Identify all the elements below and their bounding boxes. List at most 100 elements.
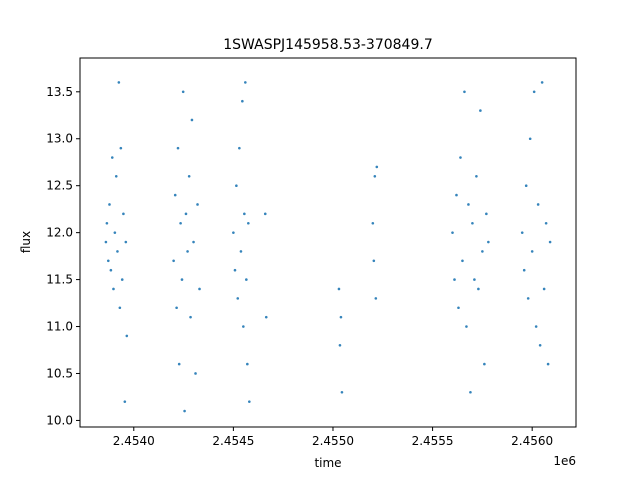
data-point bbox=[173, 193, 177, 197]
data-point bbox=[247, 221, 250, 225]
data-point bbox=[524, 184, 528, 187]
data-point bbox=[104, 240, 108, 244]
data-point bbox=[123, 400, 127, 403]
data-point bbox=[242, 325, 245, 328]
y-tick-label: 10.5 bbox=[46, 366, 73, 380]
data-point bbox=[109, 268, 113, 272]
data-point bbox=[177, 362, 181, 366]
data-point bbox=[235, 184, 238, 187]
data-point bbox=[522, 268, 526, 272]
data-point bbox=[189, 315, 192, 319]
data-point bbox=[263, 212, 267, 216]
data-point bbox=[232, 231, 235, 234]
data-point bbox=[453, 278, 456, 281]
data-point bbox=[483, 362, 486, 366]
data-point bbox=[116, 250, 119, 253]
data-point bbox=[236, 297, 240, 300]
data-point bbox=[184, 212, 188, 216]
data-point bbox=[372, 259, 376, 263]
data-point bbox=[175, 306, 178, 310]
data-point bbox=[532, 90, 536, 94]
data-point bbox=[520, 231, 524, 234]
x-tick-label: 2.4545 bbox=[212, 434, 254, 448]
x-tick-label: 2.4540 bbox=[113, 434, 155, 448]
data-point bbox=[374, 297, 378, 300]
data-point bbox=[340, 390, 344, 394]
data-point bbox=[536, 203, 540, 206]
data-point bbox=[198, 287, 201, 291]
data-point bbox=[190, 118, 194, 122]
data-point bbox=[338, 344, 342, 347]
data-point bbox=[487, 240, 490, 244]
y-tick-label: 13.5 bbox=[46, 85, 73, 99]
data-point bbox=[463, 90, 466, 94]
y-tick-label: 10.0 bbox=[46, 413, 73, 427]
data-point bbox=[192, 240, 195, 244]
data-point bbox=[117, 81, 121, 84]
data-point bbox=[106, 259, 110, 263]
data-point bbox=[196, 203, 199, 206]
data-point bbox=[181, 90, 185, 94]
data-point bbox=[479, 109, 482, 112]
plot-frame bbox=[79, 57, 577, 428]
data-point bbox=[375, 165, 379, 169]
y-tick-label: 11.5 bbox=[46, 273, 73, 287]
y-axis: 10.0 10.5 11.0 11.5 12.0 12.5 13.0 13.5 bbox=[46, 85, 80, 427]
data-point bbox=[122, 212, 125, 216]
data-point bbox=[183, 409, 186, 413]
data-point bbox=[180, 278, 184, 281]
data-point bbox=[239, 250, 243, 253]
data-point bbox=[459, 156, 462, 159]
data-point bbox=[112, 287, 115, 291]
data-point bbox=[469, 390, 472, 394]
data-point bbox=[540, 81, 544, 84]
data-point bbox=[477, 287, 480, 291]
data-point bbox=[248, 400, 251, 403]
data-point bbox=[530, 250, 534, 253]
data-point bbox=[481, 250, 484, 253]
data-point bbox=[241, 99, 244, 103]
data-point bbox=[244, 81, 247, 84]
data-point bbox=[373, 175, 377, 178]
data-point bbox=[485, 212, 488, 216]
data-points bbox=[104, 81, 552, 413]
data-point bbox=[118, 306, 122, 310]
data-point bbox=[546, 362, 550, 366]
data-point bbox=[108, 203, 111, 206]
data-point bbox=[542, 287, 546, 291]
data-point bbox=[194, 372, 197, 375]
data-point bbox=[233, 268, 237, 272]
data-point bbox=[465, 325, 468, 328]
data-point bbox=[187, 175, 191, 178]
data-point bbox=[176, 146, 180, 150]
data-point bbox=[186, 250, 189, 253]
data-point bbox=[534, 325, 538, 328]
data-point bbox=[451, 231, 454, 234]
data-point bbox=[243, 212, 246, 216]
y-axis-label: flux bbox=[19, 231, 33, 253]
data-point bbox=[110, 156, 114, 159]
data-point bbox=[264, 315, 268, 319]
data-point bbox=[548, 240, 552, 244]
data-point bbox=[526, 297, 530, 300]
data-point bbox=[238, 146, 241, 150]
x-axis: 2.4540 2.4545 2.4550 2.4555 2.4560 bbox=[113, 427, 553, 448]
data-point bbox=[528, 137, 532, 141]
data-point bbox=[113, 231, 117, 234]
data-point bbox=[119, 146, 123, 150]
data-point bbox=[371, 221, 375, 225]
data-point bbox=[337, 287, 341, 291]
data-point bbox=[339, 315, 343, 319]
data-point bbox=[125, 334, 129, 338]
data-point bbox=[461, 259, 464, 263]
data-point bbox=[471, 221, 474, 225]
y-tick-label: 13.0 bbox=[46, 132, 73, 146]
data-point bbox=[475, 175, 478, 178]
data-point bbox=[455, 193, 458, 197]
x-tick-label: 2.4550 bbox=[312, 434, 354, 448]
x-axis-label: time bbox=[314, 456, 341, 470]
data-point bbox=[120, 278, 124, 281]
x-axis-offset-label: 1e6 bbox=[553, 454, 576, 468]
